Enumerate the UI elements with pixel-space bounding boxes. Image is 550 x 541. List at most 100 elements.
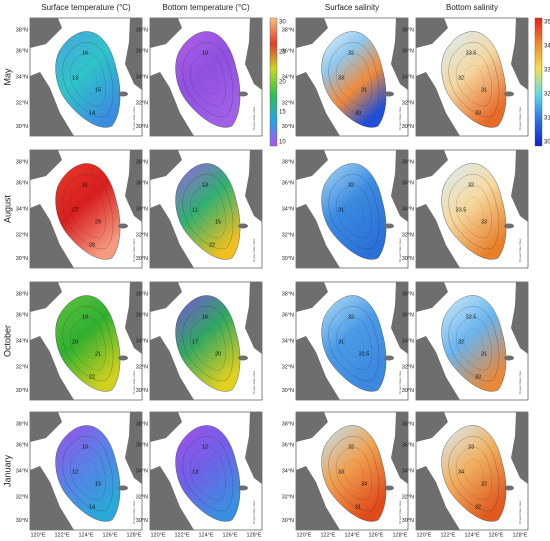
land — [150, 336, 194, 400]
lat-label: 36°N — [136, 442, 148, 448]
map-panel: 33.5 32 31 33 Ocean Data View 38°N 36°N 34°N 32°… — [402, 17, 529, 137]
contour-label: 31 — [338, 339, 344, 345]
credit: Ocean Data View — [398, 106, 402, 130]
land — [30, 412, 62, 442]
contour — [448, 306, 500, 382]
lat-label: 36°N — [282, 48, 294, 54]
lat-label: 34°N — [16, 468, 28, 474]
island — [238, 355, 248, 361]
lat-label: 34°N — [282, 74, 294, 80]
contour-label: 14 — [89, 110, 95, 116]
contour-label: 21 — [95, 351, 101, 357]
contour-label: 22 — [89, 374, 95, 380]
contour-label: 29 — [95, 219, 101, 225]
lat-label: 30°N — [282, 518, 294, 524]
contour-label: 15 — [95, 481, 101, 487]
lon-label: 126°E — [102, 532, 117, 538]
land — [150, 412, 182, 442]
lat-label: 34°N — [16, 338, 28, 344]
lat-label: 38°N — [402, 291, 414, 297]
contour — [182, 42, 234, 118]
land — [30, 204, 74, 268]
credit: Ocean Data View — [132, 238, 136, 262]
contour-label: 33.5 — [466, 50, 477, 56]
contour — [344, 197, 364, 227]
contour — [328, 174, 380, 250]
land — [245, 150, 262, 222]
land — [150, 18, 182, 48]
map-panel: 32 33 34 31 Ocean Data View 38°N 36°N 34°N 32°N 3… — [282, 411, 409, 531]
map-panel: 32 31 Ocean Data View 38°N 36°N 34°N 32°N 30°N — [282, 149, 409, 269]
contour-label: 31 — [481, 87, 487, 93]
island — [384, 223, 394, 229]
land — [416, 466, 460, 530]
lat-label: 34°N — [136, 338, 148, 344]
lat-label: 30°N — [136, 124, 148, 130]
contour — [78, 197, 98, 227]
contour-label: 31 — [361, 87, 367, 93]
contour — [344, 329, 364, 359]
land — [296, 150, 328, 180]
contour-label: 12 — [202, 444, 208, 450]
colorbar-tick-label: 33 — [544, 68, 550, 74]
contour-label: 20 — [72, 339, 78, 345]
land — [150, 282, 182, 312]
contour-label: 33 — [338, 469, 344, 475]
lat-label: 32°N — [136, 494, 148, 500]
colorbar-tick-label: 20 — [279, 80, 286, 86]
contour-label: 34 — [458, 469, 464, 475]
map-panel: 10 Ocean Data View 38°N 36°N 34°N 32°N 30°N — [136, 17, 263, 137]
contour-label: 20 — [215, 351, 221, 357]
contour — [344, 65, 364, 95]
land — [416, 204, 460, 268]
lat-label: 38°N — [402, 159, 414, 165]
land — [30, 72, 74, 136]
land — [391, 150, 408, 222]
credit: Ocean Data View — [398, 238, 402, 262]
column-title: Surface salinity — [325, 3, 379, 12]
lat-label: 38°N — [136, 159, 148, 165]
contour — [336, 53, 372, 107]
contour-label: 32 — [348, 314, 354, 320]
contour — [464, 459, 484, 489]
data-region — [175, 425, 241, 522]
contour — [190, 317, 226, 371]
lat-label: 32°N — [402, 232, 414, 238]
island — [238, 223, 248, 229]
colorbar-tick-label: 25 — [279, 50, 286, 56]
contour-label: 16 — [82, 50, 88, 56]
land — [416, 282, 448, 312]
credit: Ocean Data View — [252, 500, 256, 524]
land — [511, 150, 528, 222]
lat-label: 32°N — [136, 232, 148, 238]
land — [511, 412, 528, 484]
lat-label: 34°N — [16, 74, 28, 80]
colorbar-tick-label: 35 — [544, 20, 550, 26]
land — [125, 412, 142, 484]
land — [30, 466, 74, 530]
land — [391, 18, 408, 90]
colorbar — [269, 17, 278, 147]
lat-label: 32°N — [16, 100, 28, 106]
lat-label: 38°N — [16, 159, 28, 165]
lat-label: 36°N — [402, 48, 414, 54]
contour — [448, 436, 500, 512]
island — [118, 355, 128, 361]
credit: Ocean Data View — [252, 370, 256, 394]
lat-label: 36°N — [16, 180, 28, 186]
lat-label: 34°N — [402, 74, 414, 80]
contour — [464, 329, 484, 359]
lon-label: 122°E — [440, 532, 455, 538]
contour-label: 33 — [475, 110, 481, 116]
contour-label: 12 — [72, 469, 78, 475]
contour — [448, 174, 500, 250]
row-label: May — [2, 68, 12, 86]
contour-label: 31 — [82, 182, 88, 188]
lat-label: 32°N — [402, 100, 414, 106]
contour — [182, 306, 234, 382]
column-title: Bottom salinity — [446, 3, 498, 12]
contour — [190, 447, 226, 501]
island — [118, 223, 128, 229]
contour-label: 13 — [192, 469, 198, 475]
map-panel: 32 31 32.5 Ocean Data View 38°N 36°N 34°N 32°N 3… — [282, 281, 409, 401]
